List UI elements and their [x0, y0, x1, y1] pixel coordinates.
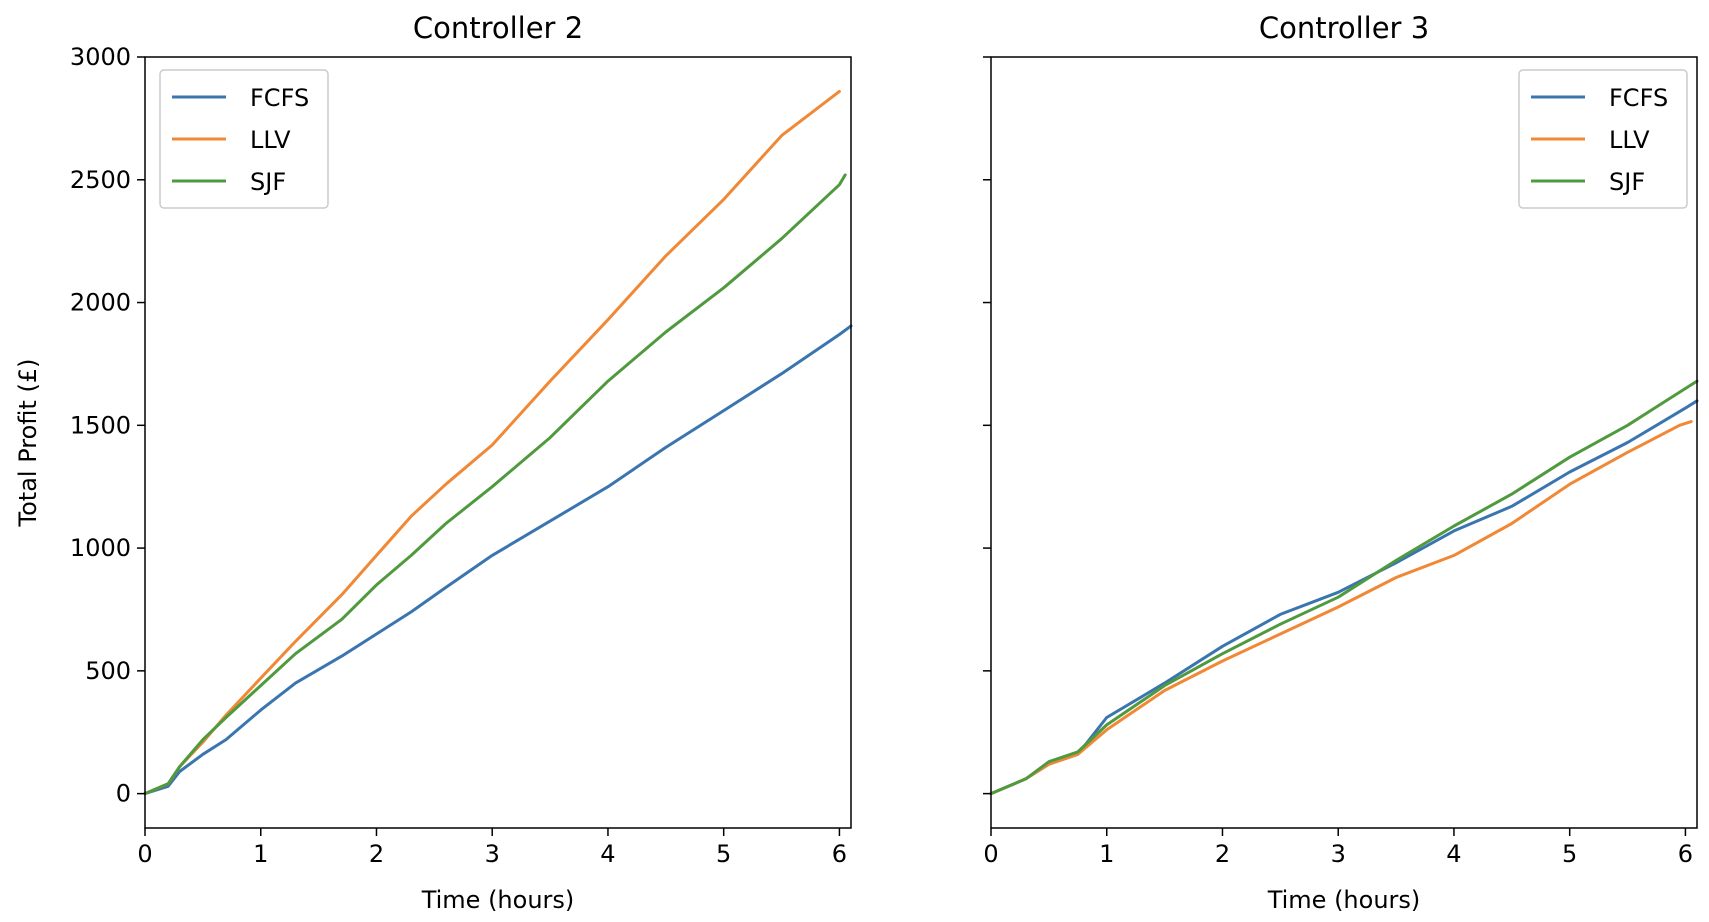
- x-tick-label: 0: [137, 840, 152, 868]
- x-tick-label: 5: [1562, 840, 1577, 868]
- series-line-sjf: [989, 379, 1699, 796]
- x-tick-label: 1: [1099, 840, 1114, 868]
- x-tick-label: 4: [1446, 840, 1461, 868]
- x-tick-label: 6: [1678, 840, 1693, 868]
- legend: FCFS LLV SJF: [159, 69, 329, 209]
- series-line-fcfs: [143, 324, 853, 796]
- y-tick-label: 1000: [70, 534, 131, 562]
- panel-controller-3: 0 1 2 3 4 5 6 Controller 3 Time (hours) FCFS LLV SJ…: [983, 11, 1699, 914]
- y-tick-label: 3000: [70, 43, 131, 71]
- x-axis-title: Time (hours): [421, 886, 575, 914]
- x-tick-label: 6: [832, 840, 847, 868]
- legend-label-sjf: SJF: [1609, 168, 1645, 196]
- legend-label-llv: LLV: [1609, 126, 1650, 154]
- panel-controller-2: 0 1 2 3 4 5 6 0 500 1000 1500 2000 2500 3000 Controlle…: [14, 11, 853, 914]
- series-line-sjf: [143, 173, 847, 796]
- legend-label-sjf: SJF: [250, 168, 286, 196]
- chart-title: Controller 2: [413, 11, 583, 45]
- y-tick-label: 500: [85, 657, 131, 685]
- y-tick-label: 0: [116, 780, 131, 808]
- legend-label-fcfs: FCFS: [1609, 84, 1668, 112]
- series-line-llv: [989, 420, 1693, 796]
- legend: FCFS LLV SJF: [1518, 69, 1688, 209]
- plot-frame: [144, 56, 852, 829]
- legend-label-fcfs: FCFS: [250, 84, 309, 112]
- y-tick-label: 1500: [70, 411, 131, 439]
- y-tick-label: 2500: [70, 166, 131, 194]
- y-axis-title: Total Profit (£): [14, 359, 42, 528]
- legend-label-llv: LLV: [250, 126, 291, 154]
- x-axis-title: Time (hours): [1267, 886, 1421, 914]
- x-tick-label: 2: [1215, 840, 1230, 868]
- x-tick-label: 4: [600, 840, 615, 868]
- x-tick-label: 2: [369, 840, 384, 868]
- x-tick-label: 1: [253, 840, 268, 868]
- chart-title: Controller 3: [1259, 11, 1429, 45]
- legend-box: [159, 69, 329, 209]
- x-tick-label: 3: [485, 840, 500, 868]
- plot-frame: [990, 56, 1698, 829]
- x-tick-label: 3: [1331, 840, 1346, 868]
- legend-box: [1518, 69, 1688, 209]
- x-tick-label: 0: [983, 840, 998, 868]
- x-tick-label: 5: [716, 840, 731, 868]
- y-tick-label: 2000: [70, 289, 131, 317]
